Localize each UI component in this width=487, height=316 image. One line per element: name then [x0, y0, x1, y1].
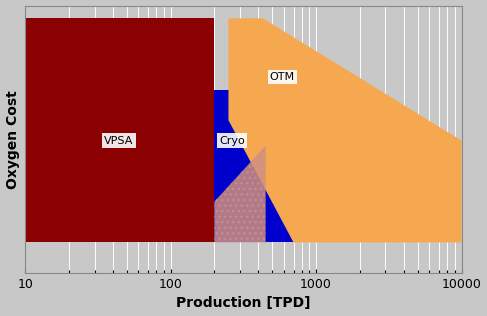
- Text: OTM: OTM: [270, 72, 295, 82]
- X-axis label: Production [TPD]: Production [TPD]: [176, 296, 311, 310]
- Y-axis label: Oxygen Cost: Oxygen Cost: [5, 90, 19, 189]
- Text: Cryo: Cryo: [219, 136, 244, 146]
- Polygon shape: [214, 146, 265, 242]
- Polygon shape: [25, 18, 214, 242]
- Text: VPSA: VPSA: [104, 136, 133, 146]
- Polygon shape: [228, 18, 462, 242]
- Polygon shape: [214, 90, 360, 242]
